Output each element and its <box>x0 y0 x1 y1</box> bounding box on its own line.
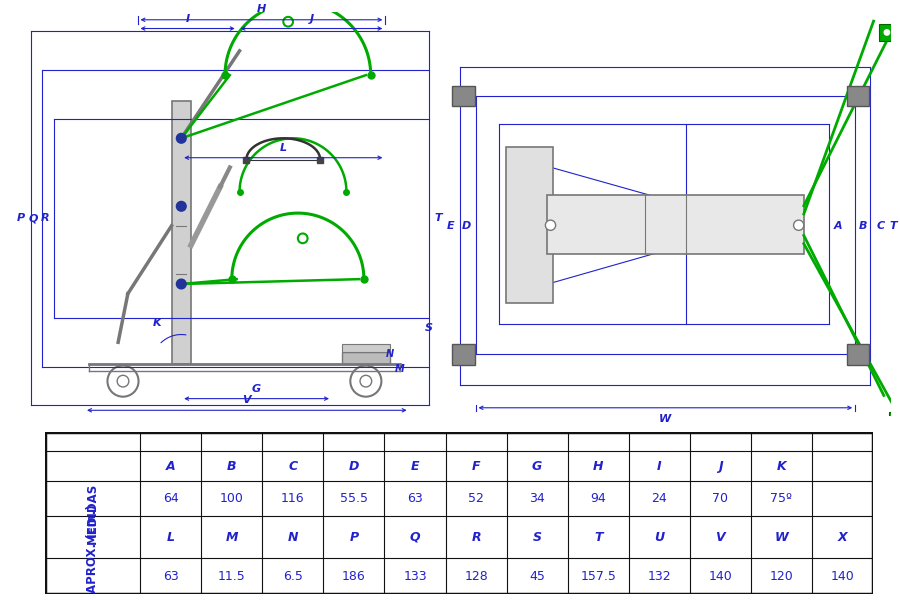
Bar <box>847 86 869 106</box>
Text: X: X <box>838 531 847 544</box>
Text: D: D <box>462 221 471 231</box>
FancyBboxPatch shape <box>45 432 873 594</box>
Text: L: L <box>166 531 175 544</box>
Text: S: S <box>533 531 542 544</box>
Text: G: G <box>532 460 543 473</box>
Text: C: C <box>877 221 885 231</box>
Text: X: X <box>615 208 624 218</box>
Text: 70: 70 <box>712 492 728 505</box>
Text: U: U <box>654 531 664 544</box>
Text: 157.5: 157.5 <box>580 569 616 583</box>
Text: W: W <box>659 414 671 424</box>
Text: E: E <box>410 460 419 473</box>
Text: 63: 63 <box>407 492 423 505</box>
Text: K: K <box>153 318 161 328</box>
Bar <box>847 344 869 365</box>
Text: 100: 100 <box>220 492 244 505</box>
Text: H: H <box>593 460 604 473</box>
Bar <box>507 147 553 303</box>
Text: C: C <box>288 460 297 473</box>
Circle shape <box>176 279 186 289</box>
Text: V: V <box>242 395 251 406</box>
Text: N: N <box>288 531 298 544</box>
Text: 64: 64 <box>163 492 178 505</box>
Circle shape <box>107 365 139 397</box>
Bar <box>889 412 900 428</box>
Text: 75º: 75º <box>770 492 792 505</box>
Text: G: G <box>252 384 261 394</box>
Text: 116: 116 <box>281 492 305 505</box>
Text: 132: 132 <box>647 569 671 583</box>
Text: 6.5: 6.5 <box>283 569 302 583</box>
Text: W: W <box>775 531 788 544</box>
Text: 52: 52 <box>468 492 484 505</box>
Text: 34: 34 <box>529 492 545 505</box>
Bar <box>452 86 474 106</box>
Text: 186: 186 <box>342 569 365 583</box>
Text: 24: 24 <box>652 492 667 505</box>
Bar <box>878 24 897 41</box>
Text: N: N <box>386 349 394 359</box>
Circle shape <box>284 17 293 26</box>
Text: D: D <box>349 460 359 473</box>
Circle shape <box>883 28 891 37</box>
Text: I: I <box>657 460 662 473</box>
Text: 63: 63 <box>163 569 178 583</box>
Text: Q: Q <box>410 531 420 544</box>
Text: V: V <box>716 531 725 544</box>
Bar <box>342 344 390 352</box>
Text: APROX. (cm.): APROX. (cm.) <box>86 504 99 593</box>
Bar <box>342 352 390 364</box>
Text: 94: 94 <box>590 492 606 505</box>
Circle shape <box>545 220 555 230</box>
Text: 140: 140 <box>831 569 854 583</box>
Text: M: M <box>395 364 405 374</box>
Bar <box>452 344 474 365</box>
Circle shape <box>176 202 186 211</box>
Text: M: M <box>226 531 239 544</box>
Text: 120: 120 <box>770 569 793 583</box>
Text: MEDIDAS: MEDIDAS <box>86 482 99 544</box>
Bar <box>547 196 804 254</box>
Text: A: A <box>833 221 842 231</box>
Text: R: R <box>41 214 50 223</box>
Text: P: P <box>349 531 358 544</box>
Circle shape <box>117 376 129 387</box>
Circle shape <box>350 365 382 397</box>
Text: J: J <box>310 14 313 23</box>
Text: B: B <box>227 460 237 473</box>
Text: L: L <box>280 143 287 153</box>
Text: E: E <box>447 221 454 231</box>
Text: B: B <box>860 221 868 231</box>
Text: T: T <box>594 531 602 544</box>
Text: 133: 133 <box>403 569 427 583</box>
Circle shape <box>298 233 308 243</box>
Text: I: I <box>185 14 190 23</box>
Text: 55.5: 55.5 <box>340 492 368 505</box>
Text: 45: 45 <box>529 569 545 583</box>
Text: A: A <box>166 460 176 473</box>
Text: T: T <box>435 214 443 223</box>
Text: Q: Q <box>29 214 39 223</box>
Text: 140: 140 <box>708 569 733 583</box>
Bar <box>172 101 191 364</box>
Text: 11.5: 11.5 <box>218 569 246 583</box>
Circle shape <box>794 220 804 230</box>
Text: 128: 128 <box>464 569 488 583</box>
Text: T: T <box>889 221 897 231</box>
Text: F: F <box>691 203 698 214</box>
Text: F: F <box>472 460 481 473</box>
Text: K: K <box>777 460 787 473</box>
Text: S: S <box>425 323 433 333</box>
Text: J: J <box>718 460 723 473</box>
Circle shape <box>360 376 372 387</box>
Circle shape <box>893 416 900 424</box>
Circle shape <box>176 133 186 143</box>
Text: H: H <box>256 4 266 14</box>
Text: P: P <box>17 214 25 223</box>
Text: R: R <box>472 531 481 544</box>
